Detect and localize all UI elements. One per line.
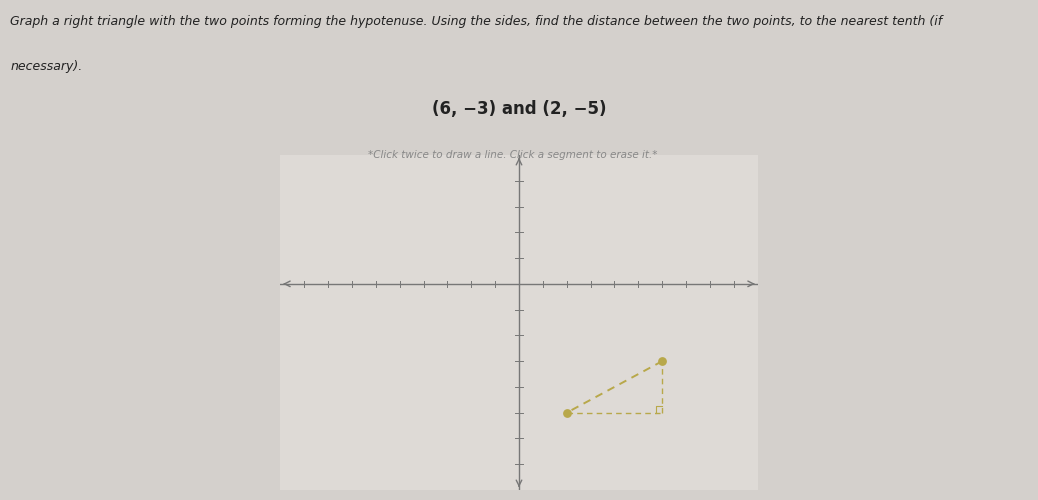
Text: (6, −3) and (2, −5): (6, −3) and (2, −5) — [432, 100, 606, 118]
Text: necessary).: necessary). — [10, 60, 83, 73]
Text: Graph a right triangle with the two points forming the hypotenuse. Using the sid: Graph a right triangle with the two poin… — [10, 15, 943, 28]
Point — [558, 408, 575, 416]
Text: *Click twice to draw a line. Click a segment to erase it.*: *Click twice to draw a line. Click a seg… — [368, 150, 658, 160]
Point — [654, 357, 671, 365]
